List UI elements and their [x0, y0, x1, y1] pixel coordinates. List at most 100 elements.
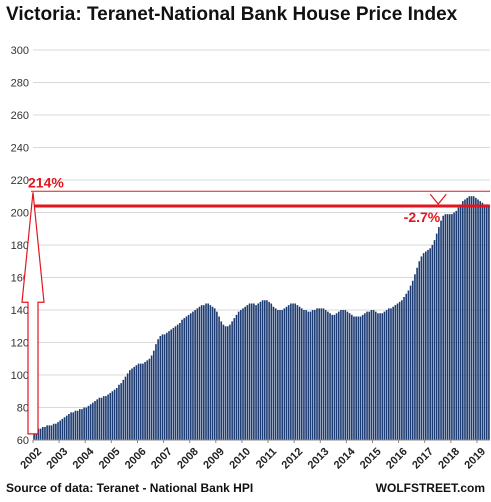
- bar: [459, 204, 462, 440]
- x-tick-label: 2004: [71, 445, 97, 471]
- bar: [377, 313, 379, 440]
- bar: [231, 321, 233, 441]
- bar: [200, 305, 203, 441]
- bar: [155, 344, 157, 441]
- x-axis-ticks: 2002 2003 2004 2005 2006 2007 2008 2009 2010 2011…: [18, 445, 488, 471]
- bar: [41, 427, 44, 440]
- bar: [333, 314, 336, 441]
- bar: [403, 297, 405, 440]
- bar: [87, 405, 90, 441]
- bar: [266, 300, 268, 440]
- bar: [461, 201, 464, 440]
- bar: [357, 316, 360, 440]
- bar: [300, 308, 303, 441]
- bar: [444, 214, 447, 440]
- bar: [453, 212, 455, 440]
- bar: [209, 305, 212, 441]
- bar: [416, 267, 418, 440]
- bar: [100, 397, 103, 440]
- x-tick-label: 2018: [436, 446, 462, 472]
- bar: [283, 308, 286, 441]
- bar: [74, 410, 77, 440]
- gridlines: [33, 49, 490, 408]
- bar: [274, 308, 277, 441]
- bar: [189, 313, 192, 440]
- bar: [126, 373, 129, 441]
- x-tick-label: 2019: [462, 446, 488, 472]
- bar: [235, 314, 238, 441]
- bar: [237, 311, 240, 441]
- bar: [261, 300, 264, 440]
- bar: [366, 311, 368, 441]
- x-tick-label: 2011: [254, 446, 279, 471]
- bars: [33, 196, 490, 441]
- bar: [174, 326, 177, 440]
- bar: [179, 323, 181, 440]
- bar: [331, 314, 334, 441]
- bar: [485, 204, 488, 440]
- annotations: 214% -2.7%: [21, 174, 490, 435]
- bar: [390, 308, 392, 441]
- bar: [320, 308, 323, 441]
- bar: [383, 311, 386, 441]
- bar: [324, 310, 327, 440]
- bar: [257, 303, 260, 440]
- bar: [81, 409, 83, 441]
- bar: [348, 313, 351, 440]
- y-tick-label: 260: [11, 110, 29, 122]
- bar: [96, 399, 99, 441]
- bar: [292, 303, 294, 440]
- bar: [59, 420, 62, 440]
- bar: [163, 334, 166, 441]
- bar: [50, 425, 53, 441]
- bar: [305, 310, 307, 440]
- x-tick-label: 2003: [45, 446, 71, 472]
- bar: [170, 329, 172, 440]
- bar: [457, 207, 460, 441]
- bar: [335, 313, 338, 440]
- x-tick-label: 2009: [201, 446, 227, 472]
- bar: [135, 365, 138, 440]
- bar: [115, 388, 118, 440]
- bar: [46, 425, 48, 441]
- bar: [277, 310, 279, 440]
- bar: [438, 227, 440, 440]
- bar: [355, 316, 357, 440]
- bar: [35, 430, 38, 440]
- bar: [207, 303, 209, 440]
- bar: [109, 392, 112, 441]
- bar: [198, 306, 201, 440]
- x-tick-label: 2010: [227, 446, 253, 472]
- x-tick-label: 2016: [384, 446, 410, 472]
- bar: [318, 308, 320, 441]
- bar: [483, 204, 486, 440]
- bar: [146, 360, 149, 441]
- bar: [233, 318, 236, 441]
- x-tick-label: 2015: [358, 446, 384, 472]
- bar: [422, 253, 425, 441]
- bar: [409, 285, 412, 441]
- bar: [340, 310, 342, 440]
- bar: [401, 300, 403, 440]
- bar: [303, 310, 305, 440]
- bar: [253, 303, 255, 440]
- bar: [364, 313, 366, 440]
- bar: [55, 423, 57, 440]
- bar: [346, 311, 349, 441]
- bar: [316, 308, 318, 441]
- bar: [451, 214, 453, 440]
- bar: [427, 249, 429, 441]
- bar: [259, 301, 262, 441]
- bar: [342, 310, 344, 440]
- rise-arrow: [21, 192, 45, 435]
- x-tick-label: 2006: [123, 446, 149, 472]
- bar: [472, 196, 475, 440]
- decline-percent-label: -2.7%: [404, 209, 441, 225]
- y-tick-label: 180: [11, 240, 29, 252]
- x-tick-label: 2008: [175, 446, 201, 472]
- bar: [196, 308, 199, 441]
- bar: [268, 301, 270, 441]
- bar: [442, 215, 445, 440]
